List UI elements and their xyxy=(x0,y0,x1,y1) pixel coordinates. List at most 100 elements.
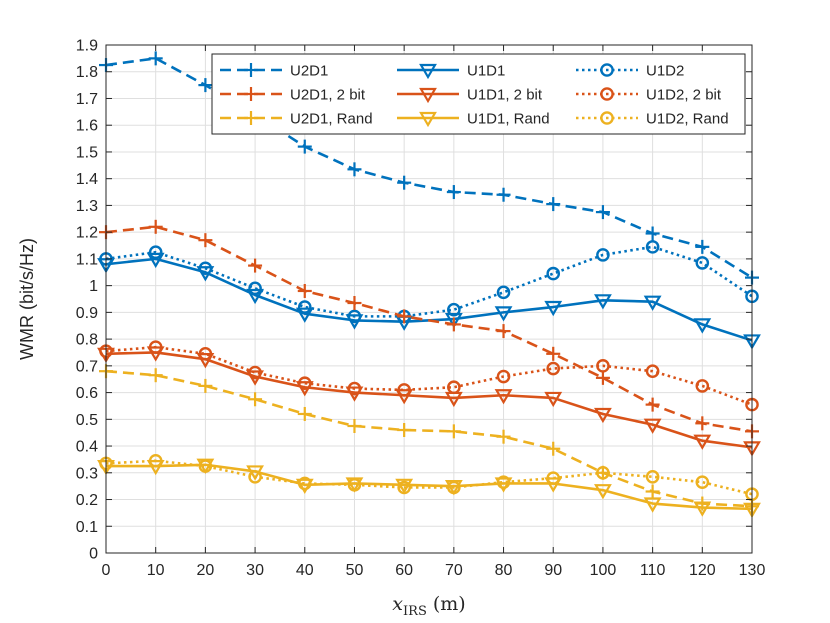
data-point-u2d1 xyxy=(397,175,412,190)
x-axis-label-unit: (m) xyxy=(433,593,466,615)
data-point-u2d1 xyxy=(297,139,312,154)
y-tick-label: 1.3 xyxy=(76,198,98,215)
legend-marker xyxy=(244,111,258,125)
data-point-u1d2-rand xyxy=(645,469,660,484)
data-point-u1d2 xyxy=(347,309,362,324)
data-point-u2d1-2-bit xyxy=(297,283,312,298)
data-point-u1d1 xyxy=(444,312,463,329)
data-point-u1d1 xyxy=(494,306,513,322)
data-point-u2d1-2-bit xyxy=(546,346,561,361)
data-point-u2d1-2-bit xyxy=(496,324,511,339)
data-point-u2d1 xyxy=(695,239,710,254)
x-tick-label: 80 xyxy=(495,562,513,579)
data-point-u1d1 xyxy=(295,307,314,323)
data-point-u1d1 xyxy=(693,318,712,334)
legend-label: U1D2, Rand xyxy=(646,111,729,128)
data-point-u1d2-2-bit xyxy=(596,359,610,373)
x-axis-label-var: x xyxy=(392,593,403,615)
legend-box xyxy=(211,53,746,135)
y-tick-label: 1.5 xyxy=(76,144,98,161)
data-point-u1d2-rand xyxy=(198,459,213,473)
legend-marker xyxy=(600,87,614,101)
data-point-u2d1 xyxy=(446,185,461,200)
data-point-u1d2-2-bit xyxy=(645,364,660,378)
x-tick-label: 30 xyxy=(246,562,264,579)
x-tick-label: 100 xyxy=(590,562,617,579)
data-point-u1d1 xyxy=(643,295,662,311)
x-tick-label: 120 xyxy=(689,562,716,579)
data-point-u1d2-rand xyxy=(546,471,561,485)
data-point-u1d2 xyxy=(297,300,312,314)
data-point-u2d1-2-bit xyxy=(446,317,461,332)
data-point-u1d1-rand xyxy=(594,484,612,500)
data-point-u2d1-2-bit xyxy=(198,233,213,248)
data-point-u1d2-2-bit xyxy=(347,381,362,396)
data-point-u1d1-2-bit xyxy=(594,407,612,424)
x-tick-label: 110 xyxy=(640,562,666,579)
data-point-u1d2-rand xyxy=(347,478,362,492)
legend-marker xyxy=(600,63,614,77)
data-point-u2d1-2-bit xyxy=(397,309,412,324)
data-point-u2d1-2-bit xyxy=(148,219,163,234)
data-point-u1d2-2-bit xyxy=(447,380,461,395)
data-point-u2d1-2-bit xyxy=(347,296,362,311)
data-point-u1d1-2-bit xyxy=(395,389,414,405)
y-tick-label: 0.9 xyxy=(76,305,98,322)
legend-item-u2d1-2-bit: U2D1, 2 bit xyxy=(220,87,366,104)
data-point-u1d2-2-bit xyxy=(297,376,312,391)
data-point-u2d1 xyxy=(347,162,362,177)
legend-label: U1D1, Rand xyxy=(467,111,550,128)
y-tick-label: 1.2 xyxy=(76,225,98,242)
data-point-u1d1 xyxy=(594,294,612,310)
y-tick-label: 1.1 xyxy=(76,251,98,268)
x-axis-label: xIRS (m) xyxy=(392,593,465,619)
data-point-u2d1-rand xyxy=(496,429,511,444)
data-point-u2d1 xyxy=(148,51,163,66)
data-point-u1d2-2-bit xyxy=(248,365,262,380)
data-point-u2d1-2-bit xyxy=(248,258,263,273)
y-tick-label: 0.5 xyxy=(76,412,98,429)
data-point-u1d2-rand xyxy=(148,453,163,468)
data-point-u2d1-rand xyxy=(297,406,312,421)
series-line-u1d1-2-bit xyxy=(105,351,753,449)
y-tick-label: 1.4 xyxy=(76,171,98,188)
y-tick-label: 0.2 xyxy=(76,492,98,509)
legend-item-u1d1: U1D1 xyxy=(397,63,505,80)
y-tick-label: 0.7 xyxy=(76,358,98,375)
x-tick-label: 10 xyxy=(147,562,165,579)
data-point-u2d1-2-bit xyxy=(695,416,710,431)
data-point-u2d1-2-bit xyxy=(645,397,660,412)
legend-label: U2D1, 2 bit xyxy=(290,87,366,104)
data-point-u2d1-rand xyxy=(446,424,461,439)
legend-marker xyxy=(419,87,437,104)
data-point-u1d2 xyxy=(496,285,511,300)
data-point-u1d2-2-bit xyxy=(546,361,561,376)
data-point-u1d2-rand xyxy=(447,480,461,495)
legend-item-u1d2: U1D2 xyxy=(576,63,684,80)
y-axis-label: WMR (bit/s/Hz) xyxy=(17,238,37,360)
x-tick-label: 20 xyxy=(196,562,214,579)
x-axis-label-sub: IRS xyxy=(403,604,427,619)
plot-frame xyxy=(105,44,753,554)
data-point-u1d2-rand xyxy=(695,475,710,489)
data-point-u1d2-2-bit xyxy=(496,369,511,384)
data-point-u2d1 xyxy=(546,197,561,212)
data-point-u1d2 xyxy=(447,302,461,317)
y-tick-label: 0.3 xyxy=(76,465,98,482)
data-point-u1d2 xyxy=(248,281,262,296)
y-tick-label: 1.6 xyxy=(76,118,98,135)
axis-ticks: 0 10 20 30 40 50 60 70 80 90 100 110 120 130 0 0.1 0.2 0.… xyxy=(76,38,766,580)
data-point-u2d1-rand xyxy=(198,378,213,393)
data-point-u2d1 xyxy=(645,226,660,241)
legend-marker xyxy=(244,87,258,101)
legend-marker xyxy=(244,63,258,77)
legend-item-u1d2-rand: U1D2, Rand xyxy=(576,111,729,128)
data-point-u1d1 xyxy=(544,300,563,317)
x-tick-label: 60 xyxy=(395,562,413,579)
data-point-u2d1-rand xyxy=(347,419,362,433)
data-point-u1d2 xyxy=(695,256,710,270)
x-tick-label: 90 xyxy=(544,562,562,579)
data-point-u1d2 xyxy=(596,248,610,262)
data-point-u1d2-rand xyxy=(596,465,610,480)
data-point-u1d2 xyxy=(645,240,660,254)
